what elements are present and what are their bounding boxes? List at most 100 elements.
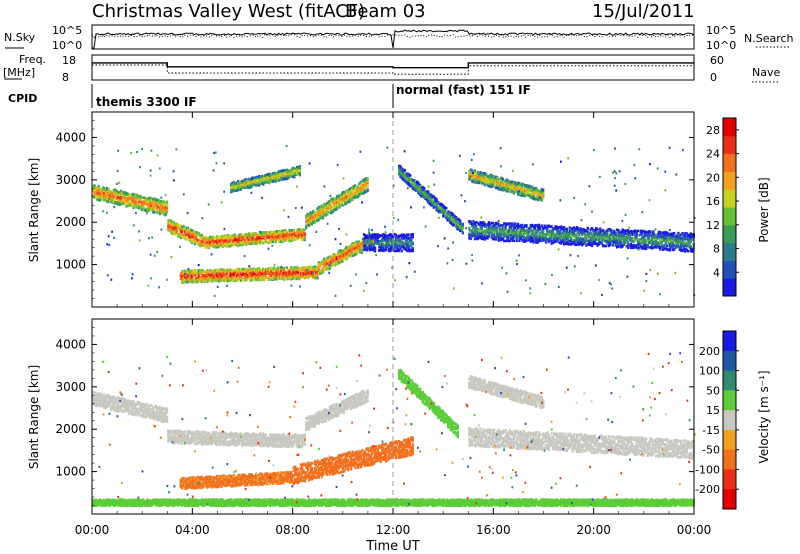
echo-cell (252, 178, 255, 182)
echo-cell (491, 175, 495, 178)
echo-cell (291, 272, 294, 275)
echo-cell (246, 234, 249, 238)
echo-cell (421, 190, 424, 193)
echo-cell (281, 233, 284, 236)
echo-cell (308, 268, 311, 272)
echo-cell (110, 200, 113, 204)
echo-cell (225, 269, 228, 272)
echo-cell (362, 178, 365, 182)
echo-cell (536, 194, 539, 198)
echo-cell (231, 269, 234, 272)
echo-cell (331, 199, 334, 203)
echo-cell (129, 193, 132, 197)
echo-cell (157, 199, 160, 202)
echo-cell (149, 204, 152, 207)
echo-cell (287, 238, 290, 241)
echo-cell (344, 193, 347, 196)
echo-cell (280, 176, 283, 180)
echo-cell (536, 191, 539, 195)
echo-cell (185, 230, 188, 233)
echo-cell (281, 272, 284, 276)
echo-cell (289, 238, 293, 241)
echo-cell (287, 271, 290, 274)
echo-cell (101, 197, 104, 201)
echo-cell (281, 171, 285, 175)
echo-cell (209, 238, 212, 242)
echo-cell (163, 207, 166, 210)
echo-cell (153, 202, 156, 205)
echo-cell (360, 184, 364, 187)
echo-cell (514, 183, 517, 187)
echo-cell (267, 276, 270, 280)
echo-cell (138, 206, 141, 210)
echo-cell (153, 211, 156, 214)
echo-cell (253, 239, 256, 242)
echo-cell (285, 232, 288, 236)
echo-cell (448, 213, 451, 217)
echo-cell (460, 228, 463, 231)
echo-cell (260, 231, 263, 234)
echo-cell (264, 232, 267, 236)
echo-cell (531, 189, 534, 193)
echo-cell (264, 231, 267, 234)
echo-cell (483, 183, 486, 187)
echo-cell (309, 273, 312, 277)
echo-cell (248, 269, 251, 272)
echo-cell (139, 195, 142, 199)
echo-cell (273, 230, 276, 234)
echo-cell (185, 227, 188, 230)
echo-cell (151, 206, 155, 210)
echo-cell (270, 266, 273, 270)
echo-cell (135, 203, 138, 207)
echo-cell (147, 208, 150, 211)
echo-cell (94, 186, 97, 190)
nsky-label: N.Sky (4, 31, 36, 44)
echo-cell (330, 255, 333, 259)
echo-cell (249, 234, 252, 237)
echo-cell (349, 252, 352, 256)
echo-cell (250, 276, 254, 280)
echo-cell (195, 278, 198, 281)
echo-cell (224, 235, 227, 239)
echo-cell (147, 203, 150, 207)
echo-cell (97, 192, 100, 195)
echo-cell (356, 245, 359, 249)
echo-cell (273, 275, 276, 278)
echo-cell (163, 204, 166, 207)
echo-cell (146, 197, 149, 201)
echo-cell (238, 243, 241, 247)
echo-cell (407, 183, 410, 187)
echo-cell (341, 257, 344, 261)
echo-cell (266, 232, 269, 236)
echo-cell (305, 272, 308, 276)
echo-cell (302, 238, 305, 241)
echo-cell (354, 192, 357, 196)
echo-cell (356, 188, 359, 192)
echo-cell (299, 269, 302, 272)
echo-cell (494, 186, 497, 190)
echo-cell (427, 193, 430, 197)
echo-cell (234, 242, 237, 246)
echo-cell (263, 277, 266, 280)
echo-cell (275, 237, 279, 241)
echo-cell (515, 183, 518, 186)
echo-cell (202, 235, 205, 238)
echo-cell (257, 241, 260, 245)
echo-cell (344, 191, 347, 194)
echo-cell (421, 193, 424, 196)
echo-cell (139, 198, 142, 202)
echo-cell (218, 236, 221, 240)
echo-cell (491, 183, 495, 186)
echo-cell (158, 209, 162, 213)
echo-cell (298, 236, 301, 239)
echo-cell (232, 185, 235, 189)
echo-cell (288, 269, 291, 272)
echo-cell (341, 251, 344, 255)
echo-cell (255, 180, 258, 184)
echo-cell (317, 215, 320, 219)
echo-cell (161, 200, 164, 204)
echo-cell (342, 257, 345, 260)
echo-cell (195, 271, 198, 274)
echo-cell (260, 239, 263, 242)
echo-cell (231, 270, 234, 274)
